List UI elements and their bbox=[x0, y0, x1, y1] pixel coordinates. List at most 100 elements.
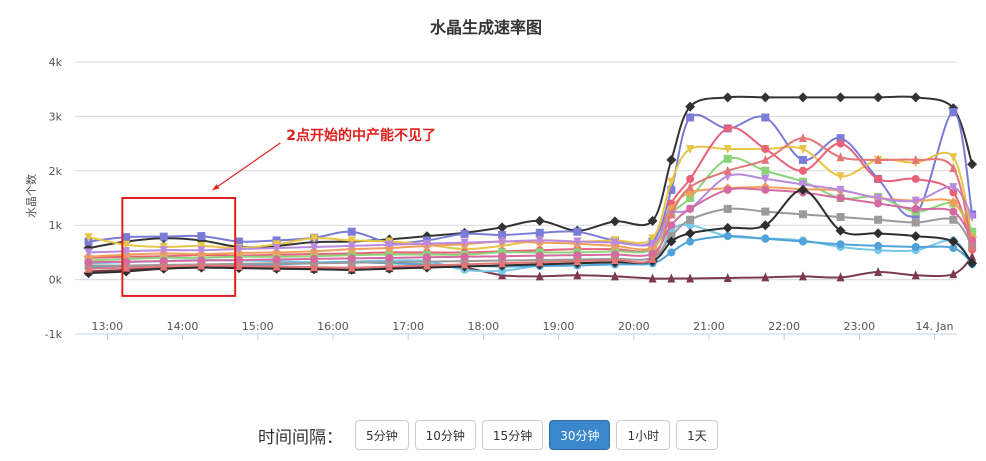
data-point bbox=[874, 154, 883, 164]
data-point bbox=[234, 256, 243, 265]
data-point bbox=[609, 216, 620, 227]
data-point bbox=[535, 228, 544, 237]
data-point bbox=[761, 234, 770, 243]
x-tick-label: 18:00 bbox=[467, 320, 499, 333]
data-point bbox=[949, 269, 958, 279]
series-group bbox=[83, 92, 978, 283]
data-point bbox=[84, 263, 93, 273]
y-tick-label: 4k bbox=[49, 56, 63, 69]
data-point bbox=[234, 237, 243, 246]
data-point bbox=[836, 213, 845, 222]
data-point bbox=[723, 154, 732, 163]
data-point bbox=[234, 261, 243, 270]
data-point bbox=[911, 174, 920, 183]
series-13 bbox=[84, 133, 977, 273]
data-point bbox=[761, 272, 770, 282]
grid-lines bbox=[75, 61, 957, 281]
data-point bbox=[967, 159, 978, 170]
data-point bbox=[874, 241, 883, 250]
data-point bbox=[686, 194, 695, 202]
data-point bbox=[949, 108, 958, 117]
interval-1hour-button[interactable]: 1小时 bbox=[616, 420, 671, 450]
chart-title: 水晶生成速率图 bbox=[430, 18, 542, 37]
data-point bbox=[498, 230, 507, 239]
data-point bbox=[460, 252, 469, 261]
data-point bbox=[573, 227, 582, 236]
data-point bbox=[686, 204, 695, 213]
data-point bbox=[234, 245, 243, 255]
data-point bbox=[534, 215, 545, 226]
interval-10min-button[interactable]: 10分钟 bbox=[414, 420, 476, 450]
data-point bbox=[347, 262, 356, 272]
data-point bbox=[498, 237, 507, 247]
data-point bbox=[836, 240, 845, 249]
data-point bbox=[797, 92, 808, 103]
data-point bbox=[723, 185, 732, 194]
data-point bbox=[667, 221, 676, 230]
x-tick-label: 16:00 bbox=[317, 320, 349, 333]
y-tick-label: 3k bbox=[49, 110, 63, 123]
annotation-arrow bbox=[212, 142, 281, 191]
data-point bbox=[535, 251, 544, 260]
data-point bbox=[347, 241, 356, 251]
data-point bbox=[968, 227, 977, 236]
data-point bbox=[310, 242, 319, 252]
interval-5min-button[interactable]: 5分钟 bbox=[355, 420, 409, 450]
x-tick-label: 22:00 bbox=[768, 320, 800, 333]
data-point bbox=[573, 270, 582, 280]
data-point bbox=[667, 209, 676, 219]
data-point bbox=[422, 239, 431, 249]
data-point bbox=[648, 253, 657, 263]
data-point bbox=[686, 174, 695, 183]
data-point bbox=[911, 196, 920, 206]
interval-30min-button[interactable]: 30分钟 bbox=[549, 420, 611, 450]
interval-selector: 时间间隔： 5分钟 10分钟 15分钟 30分钟 1小时 1天 bbox=[258, 419, 718, 451]
data-point bbox=[667, 273, 676, 283]
data-point bbox=[949, 153, 958, 163]
data-point bbox=[310, 262, 319, 272]
data-point bbox=[968, 241, 977, 251]
x-tick-label: 20:00 bbox=[618, 320, 650, 333]
data-point bbox=[422, 253, 431, 262]
data-point bbox=[798, 145, 807, 155]
interval-1day-button[interactable]: 1天 bbox=[676, 420, 718, 450]
y-tick-label: 2k bbox=[49, 165, 63, 178]
data-point bbox=[760, 92, 771, 103]
data-point bbox=[948, 236, 959, 247]
x-tick-label: 13:00 bbox=[91, 320, 123, 333]
y-tick-label: -1k bbox=[45, 328, 63, 341]
x-tick-label: 17:00 bbox=[392, 320, 424, 333]
interval-15min-button[interactable]: 15分钟 bbox=[481, 420, 544, 450]
x-tick-label: 23:00 bbox=[843, 320, 875, 333]
x-tick-label: 19:00 bbox=[543, 320, 575, 333]
data-point bbox=[949, 207, 958, 216]
data-point bbox=[723, 272, 732, 282]
x-axis: 13:00 14:00 15:00 16:00 17:00 18:00 19:00 20:00… bbox=[75, 320, 957, 340]
data-point bbox=[798, 166, 807, 175]
annotation-arrow-head bbox=[212, 184, 220, 190]
data-point bbox=[159, 232, 168, 241]
annotation-group: 2点开始的中产能不见了 bbox=[121, 127, 436, 297]
chart-svg: 水晶生成速率图 水晶个数 -1k 0k 1k 2k 3k 4k 13:00 14:00 15:… bbox=[25, 18, 978, 341]
x-tick-label: 14:00 bbox=[167, 320, 199, 333]
data-point bbox=[84, 233, 93, 243]
data-point bbox=[686, 237, 695, 246]
data-point bbox=[498, 252, 507, 261]
data-point bbox=[647, 215, 658, 226]
data-point bbox=[498, 258, 507, 268]
data-point bbox=[385, 253, 394, 262]
data-point bbox=[836, 172, 845, 182]
data-point bbox=[497, 222, 508, 233]
interval-label: 时间间隔： bbox=[258, 427, 343, 448]
y-tick-labels: -1k 0k 1k 2k 3k 4k bbox=[45, 56, 63, 341]
data-point bbox=[874, 215, 883, 224]
data-point bbox=[911, 218, 920, 227]
data-point bbox=[910, 92, 921, 103]
data-point bbox=[667, 232, 676, 241]
data-point bbox=[648, 234, 657, 244]
data-point bbox=[836, 134, 845, 143]
data-point bbox=[610, 250, 619, 259]
data-point bbox=[197, 246, 206, 256]
annotation-text: 2点开始的中产能不见了 bbox=[286, 127, 436, 144]
data-point bbox=[686, 113, 695, 122]
